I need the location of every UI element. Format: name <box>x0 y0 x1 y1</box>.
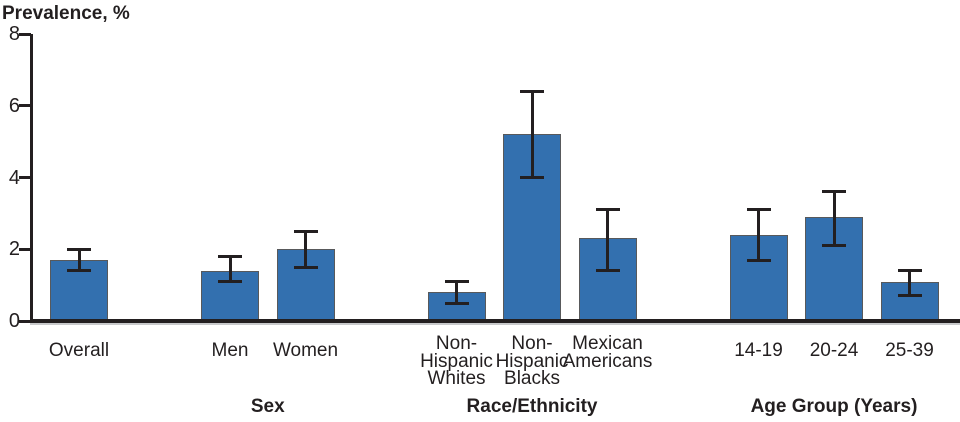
x-axis-shadow <box>30 323 960 325</box>
error-bar-cap-bottom <box>897 294 922 298</box>
category-label: Overall <box>48 340 110 361</box>
x-axis-line <box>30 319 960 323</box>
group-axis-label: Sex <box>250 396 285 417</box>
y-axis-title: Prevalence, % <box>2 3 130 24</box>
error-bar-cap-top <box>293 229 318 233</box>
y-axis-tick-label: 0 <box>8 310 20 332</box>
category-label: Men <box>211 340 249 361</box>
error-bar-line <box>77 249 81 271</box>
y-axis-tick-label: 4 <box>8 166 20 189</box>
error-bar-cap-bottom <box>822 244 846 248</box>
error-bar-cap-bottom <box>520 176 544 179</box>
error-bar-cap-bottom <box>67 269 91 273</box>
y-axis-line <box>30 34 33 321</box>
category-label: Non- Hispanic Blacks <box>495 333 569 389</box>
category-label: 20-24 <box>809 340 859 361</box>
error-bar-cap-bottom <box>746 258 771 262</box>
y-axis-tick <box>19 104 31 108</box>
bar <box>880 281 939 321</box>
category-label: Mexican Americans <box>562 333 653 372</box>
error-bar-cap-top <box>67 247 91 251</box>
error-bar-cap-top <box>218 254 242 258</box>
y-axis-tick-label: 2 <box>8 238 20 261</box>
error-bar-line <box>832 191 836 246</box>
error-bar-line <box>757 209 760 260</box>
error-bar-cap-top <box>595 208 620 212</box>
error-bar-cap-top <box>520 89 544 93</box>
error-bar-cap-bottom <box>595 269 620 273</box>
category-label: Non- Hispanic Whites <box>420 333 493 389</box>
category-label: Women <box>272 340 339 361</box>
error-bar-cap-bottom <box>293 265 318 269</box>
category-label: 25-39 <box>885 340 934 361</box>
y-axis-tick <box>19 176 31 179</box>
error-bar-line <box>530 91 534 178</box>
y-axis-tick <box>19 247 31 251</box>
y-axis-tick-label: 6 <box>8 94 20 117</box>
error-bar-line <box>228 256 232 282</box>
y-axis-tick-label: 8 <box>8 23 20 45</box>
category-label: 14-19 <box>734 340 783 361</box>
y-axis-tick <box>19 319 31 323</box>
error-bar-cap-top <box>822 190 846 194</box>
error-bar-line <box>606 209 609 271</box>
group-axis-label: Race/Ethnicity <box>466 396 598 417</box>
error-bar-line <box>455 281 458 304</box>
error-bar-line <box>908 270 911 296</box>
error-bar-cap-bottom <box>444 301 469 305</box>
error-bar-line <box>304 231 307 268</box>
error-bar-cap-top <box>746 208 771 212</box>
error-bar-cap-top <box>897 269 922 273</box>
group-axis-label: Age Group (Years) <box>750 396 918 417</box>
error-bar-cap-top <box>444 280 469 284</box>
y-axis-tick <box>19 32 31 36</box>
error-bar-cap-bottom <box>218 280 242 284</box>
